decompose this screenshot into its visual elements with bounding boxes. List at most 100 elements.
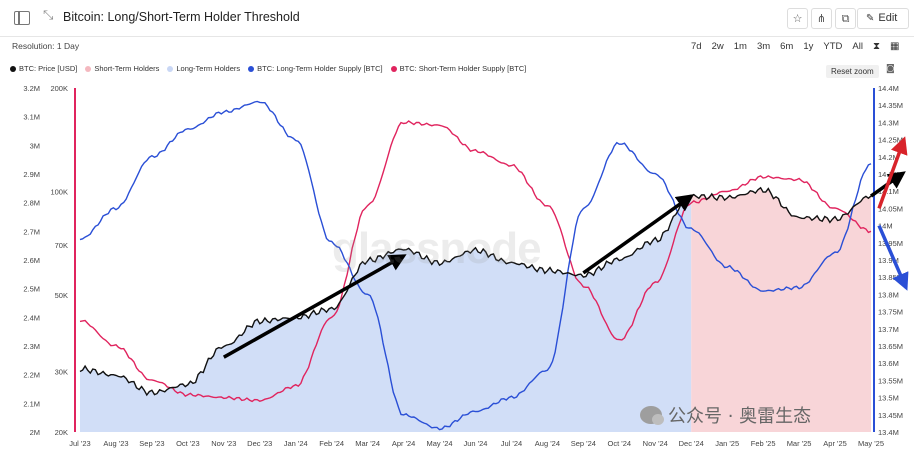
x-tick-label: May '24 [427, 439, 453, 448]
x-tick-label: Sep '24 [571, 439, 596, 448]
x-tick-label: Oct '24 [608, 439, 632, 448]
range-2w[interactable]: 2w [711, 41, 724, 52]
sth-shaded-area [691, 187, 871, 432]
range-7d[interactable]: 7d [691, 41, 702, 52]
x-tick-label: Jul '24 [501, 439, 522, 448]
x-tick-label: Aug '24 [535, 439, 560, 448]
left-tick-label: 2.5M [23, 285, 40, 294]
trend-arrow [582, 194, 695, 275]
range-ytd[interactable]: YTD [823, 41, 843, 52]
right-tick-label: 14.05M [878, 204, 903, 213]
price-tick-label: 50K [55, 291, 68, 300]
legend-dot [10, 65, 16, 72]
left-tick-label: 2.4M [23, 313, 40, 322]
trend-arrow [222, 254, 407, 359]
range-1m[interactable]: 1m [733, 41, 747, 52]
right-tick-label: 13.55M [878, 376, 903, 385]
left-tick-label: 2.8M [23, 199, 40, 208]
sth-supply-line [79, 120, 872, 403]
x-tick-label: Feb '24 [319, 439, 344, 448]
star-icon[interactable]: ☆ [787, 8, 808, 29]
left-tick-label: 3M [30, 141, 40, 150]
lth-supply-line [79, 100, 872, 431]
legend-dot [167, 65, 174, 72]
price-tick-label: 30K [55, 367, 68, 376]
right-tick-label: 14.3M [878, 118, 899, 127]
wechat-watermark: 公众号 · 奥雷生态 [640, 402, 811, 428]
left-tick-label: 2.2M [23, 371, 40, 380]
wechat-label: 公众号 · 奥雷生态 [668, 406, 812, 427]
range-6m[interactable]: 6m [780, 41, 794, 52]
resolution-selector[interactable]: Resolution: 1 Day [12, 41, 80, 51]
price-tick-label: 200K [50, 84, 68, 93]
right-tick-label: 13.7M [878, 325, 899, 334]
legend-item[interactable]: BTC: Short-Term Holder Supply [BTC] [390, 64, 526, 73]
range-1y[interactable]: 1y [803, 41, 814, 52]
x-tick-label: Jan '25 [715, 439, 739, 448]
price-tick-label: 70K [55, 241, 68, 250]
left-tick-label: 2M [30, 428, 40, 437]
collapse-icon[interactable]: ⤡ [43, 8, 54, 23]
right-tick-label: 13.85M [878, 273, 903, 282]
right-tick-label: 13.5M [878, 394, 899, 403]
top-bar: ⤡ Bitcoin: Long/Short-Term Holder Thresh… [0, 0, 914, 37]
watermark: glassnode [332, 224, 542, 273]
right-tick-label: 14.35M [878, 101, 903, 110]
legend-dot [85, 65, 92, 72]
calendar-icon[interactable]: ▦ [889, 41, 900, 52]
right-tick-label: 13.6M [878, 359, 899, 368]
x-tick-label: Jul '23 [69, 439, 90, 448]
x-tick-label: Jan '24 [284, 439, 308, 448]
range-all[interactable]: All [852, 41, 863, 52]
legend-item[interactable]: BTC: Price [USD] [10, 64, 77, 73]
left-tick-label: 2.3M [23, 342, 40, 351]
legend-item[interactable]: BTC: Long-Term Holder Supply [BTC] [248, 64, 383, 73]
sidebar-toggle-icon[interactable] [14, 11, 30, 25]
right-tick-label: 14.2M [878, 153, 899, 162]
left-tick-label: 2.7M [23, 227, 40, 236]
x-tick-label: Apr '25 [823, 439, 847, 448]
wechat-icon [640, 406, 664, 425]
red-trend-arrow [877, 136, 908, 209]
x-tick-label: Mar '25 [787, 439, 812, 448]
right-tick-label: 14.4M [878, 84, 899, 93]
blue-trend-arrow [877, 224, 909, 291]
edit-button[interactable]: ✎ Edit [857, 8, 909, 29]
legend-item[interactable]: Long-Term Holders [167, 64, 240, 73]
price-line [79, 186, 872, 397]
page-title: Bitcoin: Long/Short-Term Holder Threshol… [63, 10, 300, 24]
left-tick-label: 2.6M [23, 256, 40, 265]
right-tick-label: 13.65M [878, 342, 903, 351]
date-range-icon[interactable]: ⧗ [872, 41, 880, 52]
share-icon[interactable]: ⋔ [811, 8, 832, 29]
legend-dot [390, 65, 397, 72]
right-tick-label: 13.45M [878, 411, 903, 420]
range-selector: 7d 2w 1m 3m 6m 1y YTD All ⧗ ▦ [686, 39, 904, 55]
x-tick-label: Feb '25 [751, 439, 776, 448]
legend-item[interactable]: Short-Term Holders [85, 64, 159, 73]
camera-icon[interactable]: ◙ [886, 64, 895, 74]
right-tick-label: 13.75M [878, 308, 903, 317]
right-tick-label: 13.9M [878, 256, 899, 265]
x-tick-label: Oct '23 [176, 439, 200, 448]
left-tick-label: 2.9M [23, 170, 40, 179]
chart-legend: BTC: Price [USD] Short-Term Holders Long… [10, 64, 526, 73]
lth-shaded-area [80, 196, 692, 432]
copy-icon[interactable]: ⧉ [835, 8, 856, 29]
price-tick-label: 20K [55, 428, 68, 437]
x-tick-label: Sep '23 [139, 439, 164, 448]
x-tick-label: May '25 [858, 439, 884, 448]
right-tick-label: 14.25M [878, 136, 903, 145]
right-tick-label: 13.4M [878, 428, 899, 437]
reset-zoom-button[interactable]: Reset zoom [826, 65, 879, 78]
x-tick-label: Aug '23 [103, 439, 128, 448]
right-tick-label: 14.1M [878, 187, 899, 196]
range-3m[interactable]: 3m [756, 41, 771, 52]
left-tick-label: 3.2M [23, 84, 40, 93]
legend-dot [248, 65, 255, 72]
price-tick-label: 100K [50, 188, 68, 197]
x-tick-label: Dec '24 [679, 439, 704, 448]
x-tick-label: Mar '24 [355, 439, 380, 448]
right-tick-label: 13.8M [878, 290, 899, 299]
